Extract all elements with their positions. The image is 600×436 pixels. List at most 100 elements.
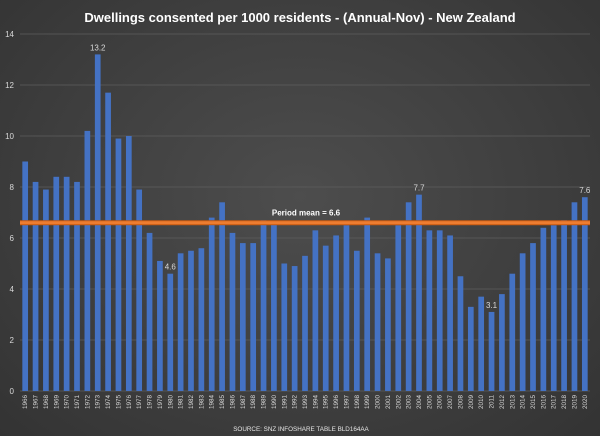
data-label: 13.2 bbox=[90, 43, 106, 52]
x-tick-label: 1973 bbox=[95, 395, 102, 410]
bar bbox=[281, 263, 288, 391]
bar bbox=[53, 176, 60, 391]
x-tick-label: 1970 bbox=[64, 395, 71, 410]
x-tick-label: 1971 bbox=[74, 395, 81, 410]
x-tick-label: 2001 bbox=[385, 395, 392, 410]
x-tick-label: 1967 bbox=[33, 395, 40, 410]
y-tick-label: 6 bbox=[10, 234, 15, 243]
x-tick-label: 2016 bbox=[540, 395, 547, 410]
x-tick-label: 2010 bbox=[478, 395, 485, 410]
bar bbox=[322, 245, 329, 391]
data-label: 7.6 bbox=[579, 186, 591, 195]
x-axis: 1966 1967 1968 1969 1970 1971 1972 1973 1974 1975… bbox=[22, 395, 589, 410]
bar bbox=[219, 202, 225, 391]
x-tick-label: 1993 bbox=[302, 395, 309, 410]
x-tick-label: 1976 bbox=[126, 395, 133, 410]
x-tick-label: 2000 bbox=[375, 395, 382, 410]
x-tick-label: 2014 bbox=[520, 395, 527, 410]
x-tick-label: 1977 bbox=[136, 395, 143, 410]
x-tick-label: 2005 bbox=[426, 395, 433, 410]
data-labels: 13.2 4.6 7.7 3.1 7.6 bbox=[90, 43, 591, 310]
x-tick-label: 1982 bbox=[188, 395, 195, 410]
x-tick-label: 1974 bbox=[105, 395, 112, 410]
data-label: 7.7 bbox=[413, 184, 425, 193]
x-tick-label: 2015 bbox=[530, 395, 537, 410]
bar bbox=[488, 311, 495, 391]
bar bbox=[509, 273, 516, 391]
bar bbox=[540, 227, 547, 391]
bar bbox=[302, 255, 308, 391]
bar bbox=[208, 217, 215, 391]
x-tick-label: 2003 bbox=[406, 395, 413, 410]
bar bbox=[561, 220, 567, 391]
bar bbox=[74, 181, 80, 391]
bar bbox=[364, 217, 371, 391]
bar bbox=[571, 202, 578, 391]
y-tick-label: 0 bbox=[10, 387, 15, 396]
bar bbox=[447, 235, 453, 391]
y-tick-label: 10 bbox=[5, 132, 14, 141]
bar bbox=[499, 294, 505, 391]
bar bbox=[125, 136, 132, 391]
bar bbox=[260, 220, 267, 391]
bar bbox=[478, 296, 485, 391]
bar bbox=[374, 253, 381, 391]
mean-line-label: Period mean = 6.6 bbox=[272, 209, 341, 218]
bar bbox=[157, 260, 163, 391]
x-tick-label: 1999 bbox=[364, 395, 371, 410]
bar bbox=[312, 230, 319, 391]
data-label: 3.1 bbox=[486, 301, 498, 310]
bar bbox=[167, 273, 174, 391]
bar bbox=[22, 161, 29, 391]
y-tick-label: 4 bbox=[10, 285, 15, 294]
bar bbox=[188, 250, 194, 391]
x-tick-label: 1996 bbox=[333, 395, 340, 410]
bar bbox=[198, 248, 205, 391]
bar bbox=[115, 138, 122, 391]
bar bbox=[457, 276, 464, 391]
bar bbox=[416, 194, 422, 391]
x-tick-label: 1979 bbox=[157, 395, 164, 410]
chart-title: Dwellings consented per 1000 residents -… bbox=[84, 10, 515, 25]
x-tick-label: 1980 bbox=[167, 395, 174, 410]
x-tick-label: 2004 bbox=[416, 395, 423, 410]
x-tick-label: 2020 bbox=[582, 395, 589, 410]
bar bbox=[581, 197, 588, 391]
bar bbox=[146, 232, 153, 391]
mean-line-group: Period mean = 6.6 bbox=[20, 209, 590, 226]
x-tick-label: 2006 bbox=[437, 395, 444, 410]
x-tick-label: 2011 bbox=[489, 395, 496, 409]
bars bbox=[22, 54, 588, 392]
data-label: 4.6 bbox=[165, 263, 177, 272]
x-tick-label: 2019 bbox=[571, 395, 578, 410]
x-tick-label: 2002 bbox=[395, 395, 402, 410]
x-tick-label: 1978 bbox=[147, 395, 154, 410]
y-tick-label: 2 bbox=[10, 336, 15, 345]
bar bbox=[105, 92, 111, 392]
bar bbox=[84, 130, 91, 391]
bar bbox=[333, 235, 339, 391]
y-tick-label: 12 bbox=[5, 81, 14, 90]
bar bbox=[250, 243, 257, 391]
x-tick-label: 1969 bbox=[53, 395, 60, 410]
bar bbox=[291, 266, 298, 391]
x-tick-label: 1998 bbox=[354, 395, 361, 410]
bar bbox=[519, 253, 526, 391]
x-tick-label: 2018 bbox=[561, 395, 568, 410]
x-tick-label: 1968 bbox=[43, 395, 50, 410]
x-tick-label: 1984 bbox=[209, 395, 216, 410]
bar bbox=[426, 230, 433, 391]
x-tick-label: 1988 bbox=[250, 395, 257, 410]
source-note: SOURCE: SNZ INFOSHARE TABLE BLD164AA bbox=[233, 426, 369, 433]
x-tick-label: 1994 bbox=[312, 395, 319, 410]
x-tick-label: 1972 bbox=[84, 395, 91, 410]
bar bbox=[239, 243, 246, 391]
bar bbox=[530, 243, 536, 391]
x-tick-label: 1986 bbox=[229, 395, 236, 410]
bar bbox=[136, 189, 143, 391]
x-tick-label: 2009 bbox=[468, 395, 475, 410]
bar bbox=[353, 250, 360, 391]
y-axis: 0 2 4 6 8 10 12 14 bbox=[5, 30, 14, 396]
x-tick-label: 1990 bbox=[271, 395, 278, 410]
bar bbox=[467, 306, 474, 391]
